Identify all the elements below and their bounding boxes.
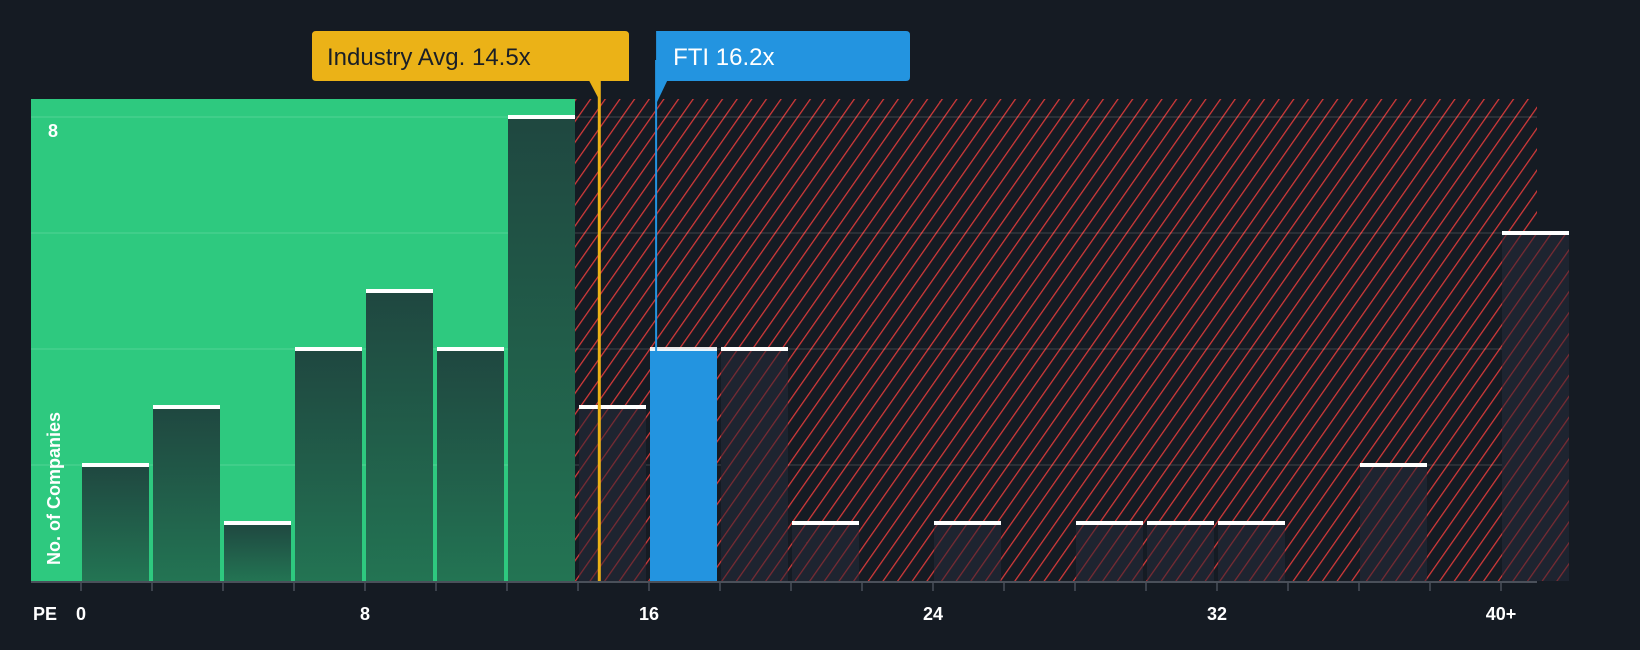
bar-highlight-fti <box>650 349 717 581</box>
bar-cap <box>224 521 291 525</box>
fti-callout <box>656 31 910 104</box>
bar-cap <box>1360 463 1427 467</box>
bar <box>1502 233 1569 581</box>
bar <box>579 407 646 581</box>
bar-cap <box>1076 521 1143 525</box>
bar <box>366 291 433 581</box>
bar-cap <box>579 405 646 409</box>
bar-cap <box>1147 521 1214 525</box>
bar-cap <box>437 347 504 351</box>
bar <box>1218 523 1285 581</box>
bar-cap <box>82 463 149 467</box>
bar <box>721 349 788 581</box>
bar <box>224 523 291 581</box>
x-tick-label: 0 <box>76 604 86 624</box>
x-tick-label: 32 <box>1207 604 1227 624</box>
x-tick-label: 24 <box>923 604 943 624</box>
x-axis-label: PE <box>33 604 57 624</box>
x-tick-label: 16 <box>639 604 659 624</box>
industry-avg-callout <box>312 31 629 100</box>
y-tick-label: 8 <box>48 121 58 141</box>
bar-cap <box>508 115 575 119</box>
y-axis-label: No. of Companies <box>44 412 64 565</box>
bar <box>295 349 362 581</box>
fti-label: FTI 16.2x <box>673 44 774 71</box>
bar <box>792 523 859 581</box>
x-tick-label: 8 <box>360 604 370 624</box>
bar <box>934 523 1001 581</box>
bar-cap <box>721 347 788 351</box>
bar <box>1360 465 1427 581</box>
bar <box>1076 523 1143 581</box>
bar <box>82 465 149 581</box>
bar-cap <box>650 347 717 351</box>
bar-cap <box>295 347 362 351</box>
bar-cap <box>1218 521 1285 525</box>
bar <box>437 349 504 581</box>
x-tick-label: 40+ <box>1486 604 1517 624</box>
bar <box>508 117 575 581</box>
industry-avg-label: Industry Avg. 14.5x <box>327 44 531 71</box>
bar <box>153 407 220 581</box>
bar-cap <box>153 405 220 409</box>
bar-cap <box>792 521 859 525</box>
bar-cap <box>366 289 433 293</box>
bar <box>1147 523 1214 581</box>
bar-cap <box>934 521 1001 525</box>
bar-cap <box>1502 231 1569 235</box>
